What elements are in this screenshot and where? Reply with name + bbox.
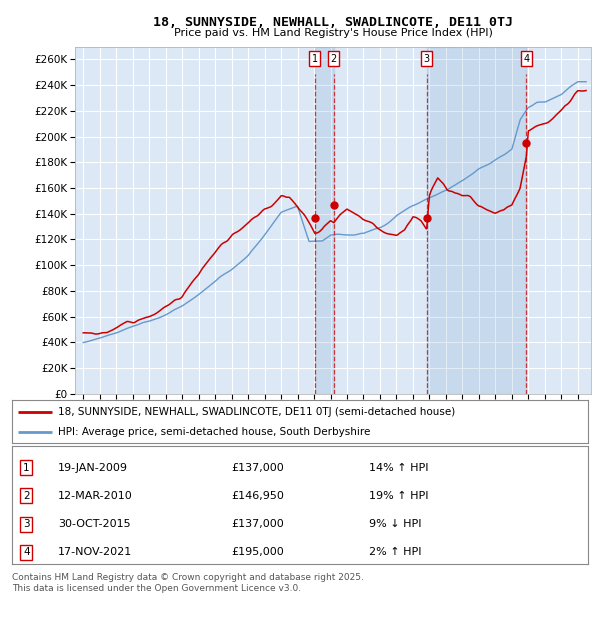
- Text: 2% ↑ HPI: 2% ↑ HPI: [369, 547, 422, 557]
- Text: 3: 3: [424, 54, 430, 64]
- Text: £146,950: £146,950: [231, 491, 284, 501]
- Text: Price paid vs. HM Land Registry's House Price Index (HPI): Price paid vs. HM Land Registry's House …: [173, 28, 493, 38]
- Text: 14% ↑ HPI: 14% ↑ HPI: [369, 463, 428, 472]
- Bar: [334, 46, 427, 394]
- Text: £137,000: £137,000: [231, 519, 284, 529]
- Text: 2: 2: [331, 54, 337, 64]
- Text: 1: 1: [23, 463, 30, 472]
- Text: 12-MAR-2010: 12-MAR-2010: [58, 491, 133, 501]
- Text: 4: 4: [523, 54, 529, 64]
- Text: 19-JAN-2009: 19-JAN-2009: [58, 463, 128, 472]
- Bar: [315, 46, 334, 394]
- Text: 2: 2: [23, 491, 30, 501]
- Bar: [427, 46, 526, 394]
- Text: £137,000: £137,000: [231, 463, 284, 472]
- Text: 19% ↑ HPI: 19% ↑ HPI: [369, 491, 428, 501]
- Text: 18, SUNNYSIDE, NEWHALL, SWADLINCOTE, DE11 0TJ: 18, SUNNYSIDE, NEWHALL, SWADLINCOTE, DE1…: [153, 16, 513, 29]
- Text: Contains HM Land Registry data © Crown copyright and database right 2025.
This d: Contains HM Land Registry data © Crown c…: [12, 574, 364, 593]
- Text: 1: 1: [312, 54, 318, 64]
- Text: 18, SUNNYSIDE, NEWHALL, SWADLINCOTE, DE11 0TJ (semi-detached house): 18, SUNNYSIDE, NEWHALL, SWADLINCOTE, DE1…: [58, 407, 455, 417]
- Text: 30-OCT-2015: 30-OCT-2015: [58, 519, 131, 529]
- Text: HPI: Average price, semi-detached house, South Derbyshire: HPI: Average price, semi-detached house,…: [58, 427, 370, 436]
- Text: 17-NOV-2021: 17-NOV-2021: [58, 547, 133, 557]
- Text: £195,000: £195,000: [231, 547, 284, 557]
- Text: 3: 3: [23, 519, 30, 529]
- Text: 9% ↓ HPI: 9% ↓ HPI: [369, 519, 422, 529]
- Text: 4: 4: [23, 547, 30, 557]
